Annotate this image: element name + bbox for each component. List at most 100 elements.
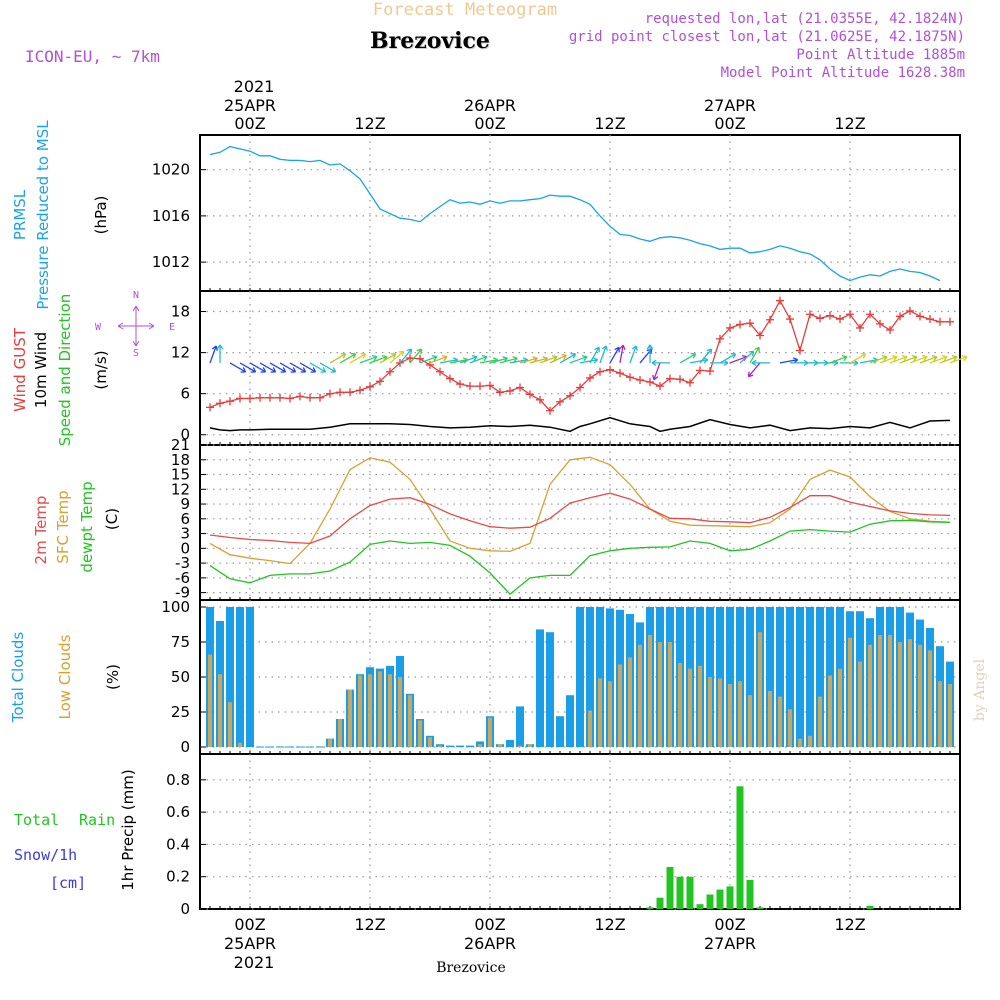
panels (199, 134, 961, 910)
pressure-reduced-label: Pressure Reduced to MSL (34, 120, 52, 310)
wind-arrow (249, 362, 267, 373)
ytick-label: 0.4 (166, 835, 190, 853)
pressure-labels: PRMSL Pressure Reduced to MSL (hPa) (11, 120, 110, 310)
gust-marker (256, 393, 264, 402)
gust-marker (266, 393, 274, 402)
gust-marker (286, 394, 294, 403)
low-clouds-label: Low Clouds (56, 634, 74, 719)
ytick-label: 0 (180, 539, 190, 557)
low-cloud-bar (668, 642, 672, 747)
dewpoint-line (209, 519, 951, 595)
snow-unit: [cm] (50, 874, 86, 892)
low-cloud-bar (628, 657, 632, 747)
low-cloud-bar (688, 668, 692, 747)
wind-arrow (549, 353, 567, 364)
ytick-label: 0 (180, 738, 190, 756)
gust-marker (316, 393, 324, 402)
gust-marker (446, 374, 454, 383)
ytick-label: 0 (180, 900, 190, 918)
panel-frame-pressure (199, 134, 961, 292)
rain-total-label: Total (14, 811, 59, 829)
wind-arrow (579, 357, 599, 364)
low-cloud-bar (698, 665, 702, 747)
low-cloud-bar (228, 702, 232, 747)
wind-arrow (309, 362, 327, 373)
bottom-hour-label: 12Z (594, 915, 625, 934)
ytick-label: 6 (180, 385, 190, 403)
bottom-hour-label: 00Z (234, 915, 265, 934)
gust-marker (906, 306, 914, 315)
gust-marker (686, 378, 694, 387)
gust-marker (746, 319, 754, 328)
wind-arrow (329, 353, 347, 364)
compass-w: W (95, 322, 102, 333)
ytick-label: 1016 (152, 207, 190, 225)
low-cloud-bar (608, 681, 612, 747)
wind-arrow (889, 354, 908, 364)
top-hour-label: 00Z (474, 114, 505, 133)
sfc-temp-line (209, 456, 951, 565)
gust-marker (796, 346, 804, 355)
precip-bar (676, 876, 684, 909)
gust-marker (476, 382, 484, 391)
total-cloud-bar (736, 607, 744, 747)
low-cloud-bar (798, 738, 802, 747)
gust-marker (836, 315, 844, 324)
bottom-hour-label: 00Z (474, 915, 505, 934)
point-altitude: Point Altitude 1885m (796, 47, 965, 63)
low-cloud-bar (808, 735, 812, 747)
top-date-label: 26APR (464, 96, 516, 115)
wind-arrow (899, 354, 918, 364)
gust-marker (376, 377, 384, 386)
ytick-label: 3 (180, 525, 190, 543)
gust-marker (916, 312, 924, 321)
ytick-label: 25 (171, 703, 190, 721)
low-cloud-bar (518, 745, 522, 747)
gust-marker (856, 323, 864, 332)
wind-arrow (339, 353, 357, 364)
gust-marker (226, 397, 234, 406)
total-cloud-bar (776, 607, 784, 747)
wind-labels: Wind GUST 10m Wind Speed and Direction (… (11, 294, 110, 447)
low-cloud-bar (878, 635, 882, 747)
wind-arrow (559, 353, 577, 364)
top-date-label: 27APR (704, 96, 756, 115)
precip-bar (756, 907, 764, 909)
gust-marker (306, 393, 314, 402)
gust-marker (536, 395, 544, 404)
gust-marker (646, 378, 654, 387)
low-cloud-bar (738, 681, 742, 747)
ytick-label: 50 (171, 668, 190, 686)
wind-arrow (619, 344, 626, 364)
bottom-date-label: 25APR (224, 934, 276, 953)
low-cloud-bar (328, 738, 332, 747)
ytick-label: 18 (171, 451, 190, 469)
year-label-top: 2021 (234, 77, 275, 96)
gust-marker (516, 383, 524, 392)
gust-marker (526, 390, 534, 399)
wind-arrow (239, 362, 257, 373)
low-cloud-bar (388, 674, 392, 747)
compass-e: E (169, 322, 175, 333)
low-cloud-bar (718, 678, 722, 747)
low-cloud-bar (938, 681, 942, 747)
low-cloud-bar (788, 709, 792, 747)
gust-marker (356, 386, 364, 395)
wind-arrow (509, 357, 529, 364)
gust-marker (416, 354, 424, 363)
gust-marker (206, 403, 214, 412)
low-cloud-bar (918, 644, 922, 747)
gust-marker (486, 381, 494, 390)
wind-arrow (699, 348, 713, 364)
gust-marker (786, 315, 794, 324)
footer-location: Brezovice (436, 960, 506, 976)
total-cloud-bar (786, 607, 794, 747)
wind-arrow (209, 345, 218, 364)
low-cloud-bar (728, 684, 732, 747)
precip-axis-label: 1hr Precip (mm) (119, 769, 137, 890)
wind-arrow (651, 359, 670, 367)
total-cloud-bar (466, 745, 474, 747)
low-cloud-bar (678, 663, 682, 747)
temp-sfc-label: SFC Temp (54, 490, 72, 563)
total-cloud-bar (446, 745, 454, 747)
